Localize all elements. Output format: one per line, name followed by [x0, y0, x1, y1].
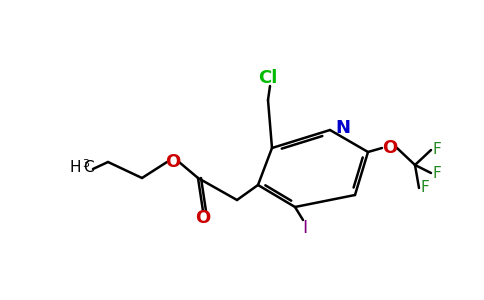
Text: Cl: Cl [258, 69, 278, 87]
Text: C: C [83, 160, 93, 175]
Text: I: I [302, 219, 308, 237]
Text: N: N [335, 119, 350, 137]
Text: O: O [196, 209, 211, 227]
Text: F: F [433, 166, 441, 181]
Text: O: O [166, 153, 181, 171]
Text: F: F [433, 142, 441, 158]
Text: 3: 3 [82, 159, 89, 169]
Text: H: H [69, 160, 81, 175]
Text: F: F [421, 181, 429, 196]
Text: O: O [382, 139, 398, 157]
